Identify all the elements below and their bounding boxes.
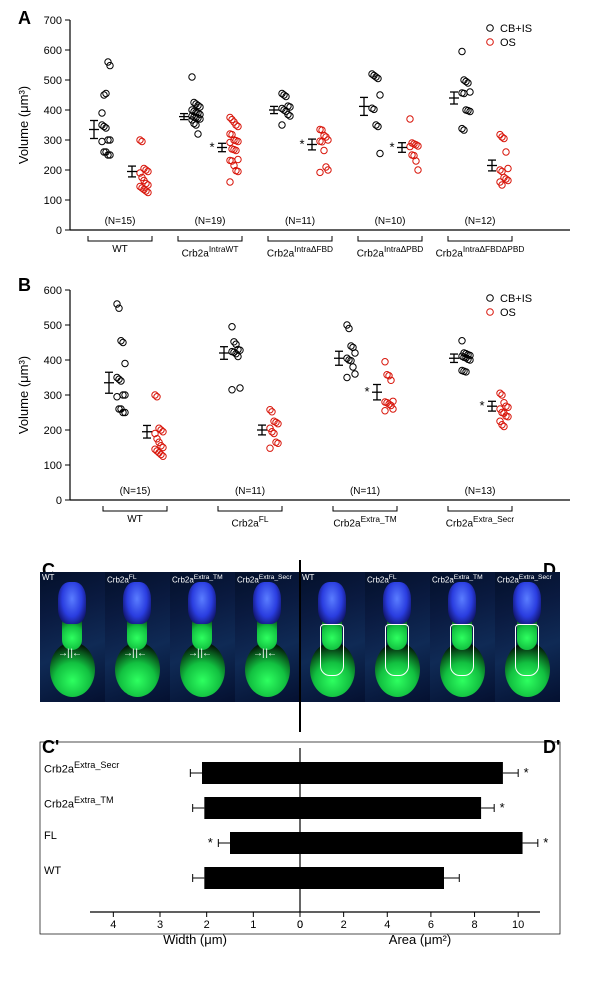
svg-text:*: * [500,800,505,815]
svg-text:200: 200 [44,165,62,177]
svg-text:*: * [479,398,484,413]
svg-text:(N=15): (N=15) [120,486,151,497]
svg-text:200: 200 [44,425,62,437]
svg-text:500: 500 [44,320,62,332]
svg-text:4: 4 [110,919,116,931]
svg-text:0: 0 [297,919,303,931]
svg-text:*: * [209,140,214,155]
svg-text:Volume (μm³): Volume (μm³) [16,356,31,434]
svg-text:*: * [208,835,213,850]
svg-text:(N=12): (N=12) [465,216,496,227]
svg-text:1: 1 [250,919,256,931]
micrograph-cell: WT [300,572,365,702]
micrograph-cell: Crb2aFL [365,572,430,702]
svg-text:*: * [543,835,548,850]
svg-text:*: * [389,140,394,155]
svg-text:2: 2 [204,919,210,931]
micrograph-cell: WT→| |← [40,572,105,702]
chart-panel-b: 0 100 200 300 400 500 600 Volume (μm³) CB+IS OS (N… [0,270,600,540]
micrograph-strip-d: WTCrb2aFLCrb2aExtra_TMCrb2aExtra_Secr [300,572,560,702]
svg-text:(N=13): (N=13) [465,486,496,497]
svg-text:500: 500 [44,75,62,87]
svg-text:*: * [364,384,369,399]
svg-text:OS: OS [500,37,516,49]
svg-text:(N=10): (N=10) [375,216,406,227]
micrograph-strip-c: WT→| |←Crb2aFL→| |←Crb2aExtra_TM→| |←Crb… [40,572,300,702]
svg-text:2: 2 [341,919,347,931]
svg-text:CB+IS: CB+IS [500,23,532,35]
svg-text:400: 400 [44,355,62,367]
svg-text:100: 100 [44,195,62,207]
svg-text:8: 8 [471,919,477,931]
svg-text:300: 300 [44,135,62,147]
svg-text:OS: OS [500,307,516,319]
micrograph-cell: Crb2aExtra_Secr→| |← [235,572,300,702]
svg-text:(N=11): (N=11) [285,216,315,227]
micrograph-cell: Crb2aExtra_TM [430,572,495,702]
svg-text:*: * [524,765,529,780]
svg-text:400: 400 [44,105,62,117]
svg-text:3: 3 [157,919,163,931]
micrograph-cell: Crb2aFL→| |← [105,572,170,702]
svg-text:CB+IS: CB+IS [500,293,532,305]
svg-text:6: 6 [428,919,434,931]
svg-text:300: 300 [44,390,62,402]
svg-text:0: 0 [56,495,62,507]
micrograph-cell: Crb2aExtra_TM→| |← [170,572,235,702]
svg-text:100: 100 [44,460,62,472]
micrograph-divider [299,560,301,732]
svg-text:(N=15): (N=15) [105,216,136,227]
svg-text:(N=11): (N=11) [235,486,265,497]
svg-text:600: 600 [44,285,62,297]
svg-text:600: 600 [44,45,62,57]
svg-text:700: 700 [44,15,62,27]
svg-text:4: 4 [384,919,390,931]
svg-text:10: 10 [512,919,524,931]
svg-text:(N=19): (N=19) [195,216,226,227]
svg-text:0: 0 [56,225,62,237]
svg-text:Volume (μm³): Volume (μm³) [16,86,31,164]
micrograph-cell: Crb2aExtra_Secr [495,572,560,702]
svg-text:Area (μm²): Area (μm²) [389,932,451,947]
chart-panel-cd-bars: 43210Width (μm)0246810Area (μm²)Crb2aExt… [0,732,600,982]
chart-panel-a: 0 100 200 300 400 500 600 700 Volume (μm³) CB+IS O… [0,0,600,270]
svg-text:*: * [299,137,304,152]
svg-text:(N=11): (N=11) [350,486,380,497]
svg-text:Width (μm): Width (μm) [163,932,227,947]
